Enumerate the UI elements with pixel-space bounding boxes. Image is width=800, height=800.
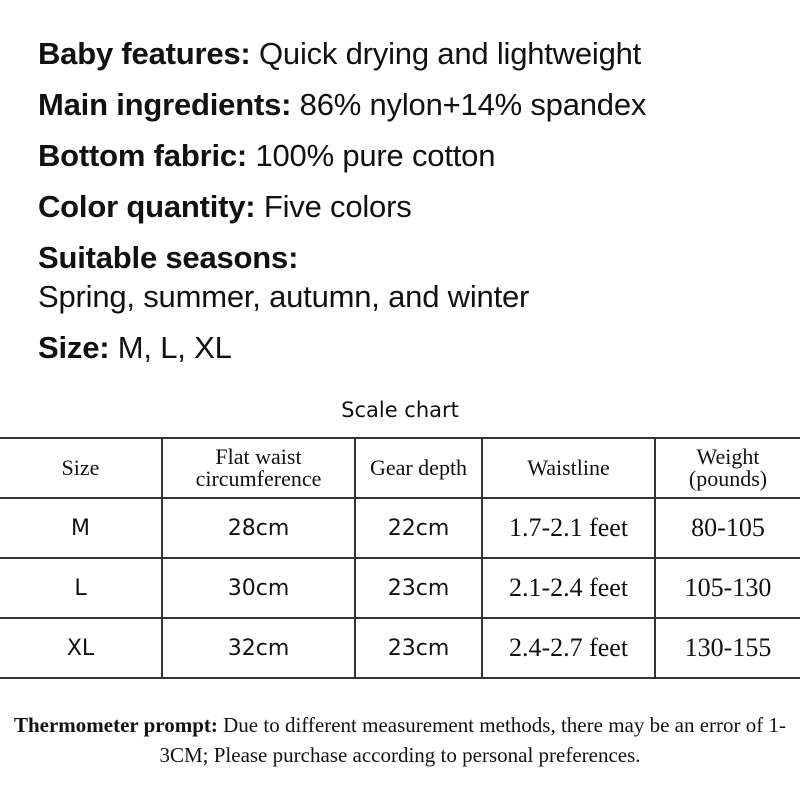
cell-gear-depth: 23cm — [354, 557, 483, 619]
feature-label: Main ingredients: — [38, 87, 292, 122]
cell-flat-waist: 32cm — [161, 617, 356, 679]
cell-flat-waist: 28cm — [161, 497, 356, 559]
table-row: L 30cm 23cm 2.1-2.4 feet 105-130 — [0, 557, 800, 619]
table-row: M 28cm 22cm 1.7-2.1 feet 80-105 — [0, 497, 800, 559]
header-gear-depth: Gear depth — [354, 437, 483, 499]
cell-waistline: 2.1-2.4 feet — [481, 557, 656, 619]
feature-value: M, L, XL — [117, 330, 232, 365]
feature-label: Suitable seasons: — [38, 240, 299, 275]
cell-weight: 80-105 — [654, 497, 800, 559]
feature-value: Five colors — [263, 189, 412, 224]
header-flat-waist: Flat waist circumference — [161, 437, 356, 499]
feature-value: 86% nylon+14% spandex — [299, 87, 647, 122]
feature-label: Bottom fabric: — [38, 138, 248, 173]
cell-waistline: 2.4-2.7 feet — [481, 617, 656, 679]
feature-bottom-fabric: Bottom fabric: 100% pure cotton — [38, 138, 495, 174]
header-size: Size — [0, 437, 163, 499]
table-header-row: Size Flat waist circumference Gear depth… — [0, 437, 800, 499]
cell-weight: 105-130 — [654, 557, 800, 619]
cell-weight: 130-155 — [654, 617, 800, 679]
table-row: XL 32cm 23cm 2.4-2.7 feet 130-155 — [0, 617, 800, 679]
feature-baby-features: Baby features: Quick drying and lightwei… — [38, 36, 641, 72]
header-waistline: Waistline — [481, 437, 656, 499]
size-table: Size Flat waist circumference Gear depth… — [0, 437, 800, 679]
cell-size: M — [0, 497, 163, 559]
feature-label: Size: — [38, 330, 110, 365]
cell-gear-depth: 22cm — [354, 497, 483, 559]
cell-flat-waist: 30cm — [161, 557, 356, 619]
feature-color-quantity: Color quantity: Five colors — [38, 189, 412, 225]
scale-chart-title: Scale chart — [341, 398, 459, 422]
note-label: Thermometer prompt: — [13, 713, 218, 737]
feature-suitable-seasons-label: Suitable seasons: — [38, 240, 298, 276]
feature-label: Baby features: — [38, 36, 251, 71]
cell-size: L — [0, 557, 163, 619]
note-text: Due to different measurement methods, th… — [159, 713, 787, 767]
feature-value: 100% pure cotton — [255, 138, 496, 173]
feature-size: Size: M, L, XL — [38, 330, 232, 366]
feature-value: Quick drying and lightweight — [258, 36, 642, 71]
feature-suitable-seasons-value: Spring, summer, autumn, and winter — [38, 279, 529, 315]
cell-size: XL — [0, 617, 163, 679]
cell-waistline: 1.7-2.1 feet — [481, 497, 656, 559]
feature-main-ingredients: Main ingredients: 86% nylon+14% spandex — [38, 87, 646, 123]
feature-value: Spring, summer, autumn, and winter — [38, 279, 530, 314]
cell-gear-depth: 23cm — [354, 617, 483, 679]
measurement-note: Thermometer prompt: Due to different mea… — [0, 710, 800, 770]
header-weight: Weight (pounds) — [654, 437, 800, 499]
feature-label: Color quantity: — [38, 189, 256, 224]
